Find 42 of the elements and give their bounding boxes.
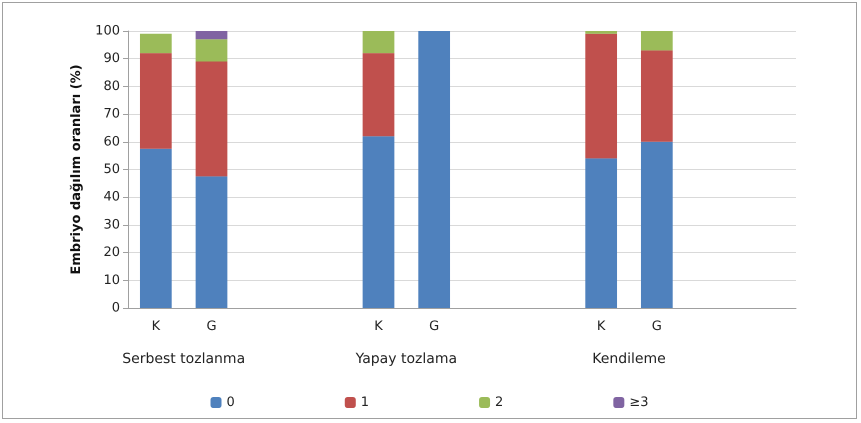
bar (640, 142, 673, 308)
y-tick-label: 10 (103, 272, 120, 288)
y-tick-label: 30 (103, 217, 120, 232)
y-tick-label: 70 (103, 106, 120, 122)
bar (362, 136, 394, 308)
legend-label: 2 (495, 395, 504, 410)
y-axis-title: Embriyo dağılım oranları (%) (69, 64, 84, 275)
x-tick-label: G (429, 319, 440, 334)
bar (196, 31, 228, 40)
bar (140, 53, 172, 149)
y-tick-label: 50 (103, 162, 120, 177)
text: Kendileme (592, 351, 666, 367)
bar (640, 50, 673, 142)
bar (640, 31, 673, 50)
text: Yapay tozlama (354, 351, 458, 367)
y-tick-label: 0 (112, 300, 120, 316)
bar (585, 34, 618, 158)
bar (418, 31, 450, 308)
x-tick-label: K (152, 319, 161, 334)
bar (196, 61, 228, 176)
legend-label: 1 (360, 395, 370, 410)
bar (362, 31, 394, 54)
legend-label: 0 (226, 395, 235, 410)
bar (196, 39, 228, 62)
y-tick-label: 40 (103, 190, 120, 205)
x-tick-label: K (596, 319, 606, 334)
y-tick-label: 100 (95, 24, 120, 38)
x-tick-label: G (206, 319, 217, 334)
x-tick-label: K (374, 319, 384, 334)
y-tick-label: 60 (103, 134, 120, 150)
legend-label: ≥3 (629, 395, 648, 410)
bar (585, 158, 618, 308)
bar (585, 31, 618, 34)
bar (362, 53, 394, 136)
text: Serbest tozlanma (122, 351, 246, 367)
y-tick-label: 80 (103, 78, 120, 94)
bar (140, 148, 172, 308)
x-tick-label: G (652, 319, 662, 334)
y-tick-label: 20 (103, 245, 120, 260)
bar (140, 34, 172, 54)
y-tick-label: 90 (103, 51, 120, 66)
bar (196, 176, 228, 308)
